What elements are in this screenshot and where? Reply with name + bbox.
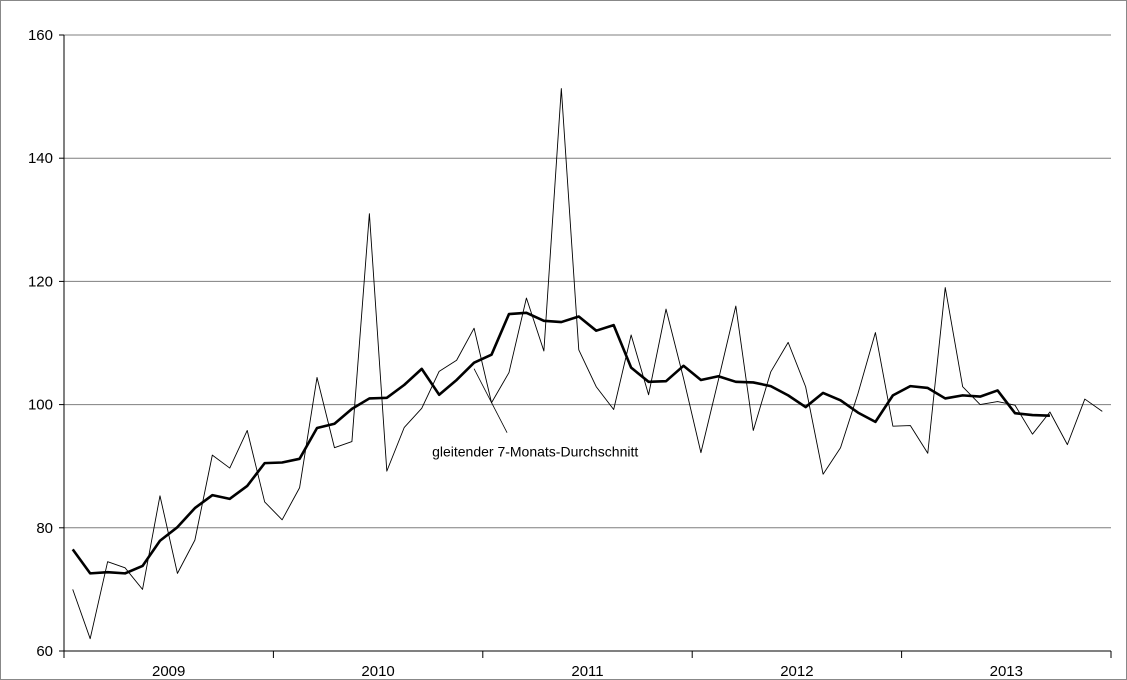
gridlines bbox=[64, 34, 1111, 529]
y-tick-label-80: 80 bbox=[36, 520, 53, 537]
moving-average-line bbox=[71, 311, 1050, 575]
annotation-leader-line bbox=[473, 368, 508, 433]
y-tick-label-160: 160 bbox=[28, 27, 53, 44]
x-tick-label-2012: 2012 bbox=[780, 663, 813, 679]
axes: 60 80 100 120 140 160 2009 2010 2011 2012 2013 bbox=[28, 27, 1112, 679]
y-tick-label-140: 140 bbox=[28, 150, 53, 167]
series-lines bbox=[71, 88, 1103, 640]
x-tick-label-2011: 2011 bbox=[571, 663, 603, 679]
y-tick-label-120: 120 bbox=[28, 273, 53, 290]
monthly-index-line bbox=[72, 88, 1103, 640]
x-tick-label-2010: 2010 bbox=[361, 663, 394, 679]
y-tick-label-60: 60 bbox=[36, 643, 53, 660]
annotation-label: gleitender 7-Monats-Durchschnitt bbox=[432, 444, 638, 460]
y-tick-label-100: 100 bbox=[28, 397, 53, 414]
x-tick-label-2013: 2013 bbox=[990, 663, 1023, 679]
x-tick-label-2009: 2009 bbox=[152, 663, 185, 679]
annotation: gleitender 7-Monats-Durchschnitt bbox=[432, 368, 638, 460]
